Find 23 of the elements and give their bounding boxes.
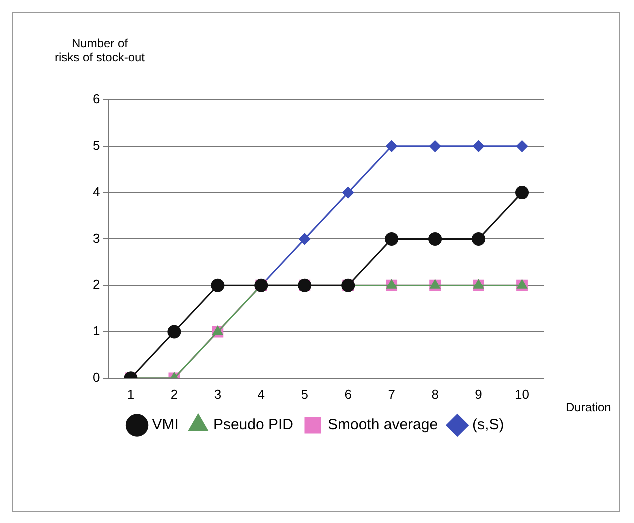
y-tick-label: 5 [92, 138, 100, 153]
x-tick-label: 1 [127, 386, 135, 402]
x-axis-title: Duration [566, 400, 612, 415]
y-tick-label: 3 [92, 230, 100, 246]
legend-label: VMI [152, 416, 179, 434]
y-tick-label: 1 [92, 324, 100, 339]
legend-label: Pseudo PID [213, 416, 294, 434]
legend-label: Smooth average [328, 416, 438, 434]
y-tick-label: 2 [92, 277, 100, 292]
x-tick-label: 3 [214, 386, 222, 402]
x-tick-label: 8 [432, 386, 439, 402]
y-axis-title: Number of risks of stock-out [54, 36, 146, 64]
x-tick-label: 2 [170, 386, 178, 402]
y-tick-label: 4 [92, 184, 100, 200]
legend-label: (s,S) [472, 416, 504, 434]
x-tick-label: 10 [515, 386, 530, 402]
x-tick-label: 6 [344, 386, 352, 402]
y-tick-label: 6 [92, 92, 100, 107]
x-tick-label: 4 [258, 386, 266, 402]
x-tick-label: 7 [388, 386, 396, 402]
y-tick-label: 0 [92, 370, 100, 385]
x-tick-label: 5 [301, 386, 308, 402]
x-tick-label: 9 [475, 386, 482, 402]
